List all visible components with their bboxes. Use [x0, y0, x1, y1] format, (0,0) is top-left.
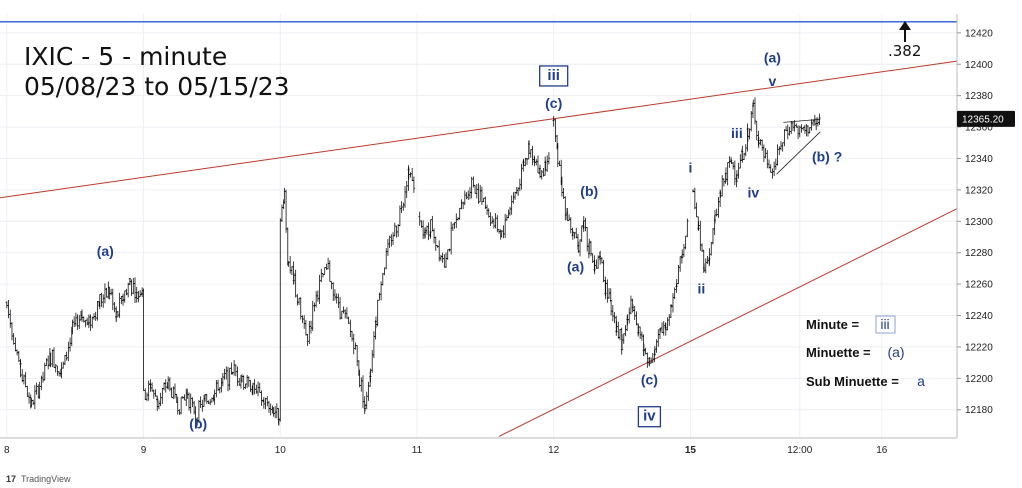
chart-title-line2: 05/08/23 to 05/15/23: [24, 72, 290, 101]
wave-label: (c): [545, 95, 562, 111]
x-tick-label: 8: [4, 445, 10, 456]
x-tick-label: 12:00: [787, 445, 812, 456]
wave-label: (c): [641, 372, 658, 388]
wave-label: (a): [97, 243, 114, 259]
fib-arrow-icon: [899, 21, 911, 42]
last-price-badge: 12365.20: [957, 110, 1015, 127]
trendlines: [0, 21, 958, 437]
wave-label: (a): [567, 259, 584, 275]
price-candles: [5, 97, 821, 426]
wave-label-box: [539, 65, 569, 87]
chart-title-line1: IXIC - 5 - minute: [24, 42, 227, 71]
x-tick-label: 12: [548, 445, 560, 456]
y-tick-label: 12400: [965, 60, 993, 71]
y-tick-label: 12180: [965, 405, 993, 416]
wave-degree-legend: Minute = iii Minuette = (a) Sub Minuette = a: [806, 315, 925, 389]
wave-label: v: [769, 73, 777, 89]
y-tick-label: 12260: [965, 280, 993, 291]
wave-label: iii: [731, 125, 743, 141]
x-tick-label: 9: [141, 445, 147, 456]
legend-label: Sub Minuette =: [806, 374, 899, 389]
y-tick-label: 12420: [965, 28, 993, 39]
wave-label: (b): [189, 416, 207, 432]
x-tick-label: 16: [876, 445, 888, 456]
x-tick-label: 11: [412, 445, 423, 456]
wave-label: iv: [643, 408, 656, 425]
fib-label: .382: [888, 42, 921, 60]
tradingview-logo: 17 TradingView: [6, 474, 71, 484]
x-tick-label: 15: [685, 445, 697, 456]
y-tick-label: 12380: [965, 91, 993, 102]
wave-label: i: [688, 160, 692, 176]
upper-trendline: [0, 60, 958, 199]
y-tick-label: 12300: [965, 217, 993, 228]
wave-label: (b) ?: [812, 149, 842, 165]
wave-label: iv: [747, 185, 759, 201]
y-tick-label: 12200: [965, 374, 993, 385]
y-tick-label: 12240: [965, 311, 993, 322]
y-tick-label: 12360: [965, 123, 993, 134]
y-axis: 12180 12200 12220 12240 12260 12280 12300 12320…: [957, 28, 993, 416]
wave-label: ii: [697, 281, 705, 297]
tradingview-brand-text: TradingView: [21, 474, 71, 484]
legend-label: Minuette =: [806, 345, 871, 360]
legend-symbol: a: [917, 373, 925, 389]
legend-label: Minute =: [806, 317, 859, 332]
wave-label: (a): [764, 50, 781, 66]
lower-trendline: [498, 208, 958, 437]
legend-symbol-box: [875, 315, 896, 334]
triangle-lower-line: [776, 131, 821, 175]
x-axis: 8 9 10 11 12 15 12:00 16: [4, 445, 888, 456]
wave-label: (b): [580, 183, 598, 199]
x-tick-label: 10: [275, 445, 287, 456]
y-tick-label: 12320: [965, 185, 993, 196]
wave-label-box: [637, 406, 662, 428]
svg-text:17: 17: [6, 474, 16, 484]
triangle-upper-line: [783, 118, 821, 123]
y-tick-label: 12220: [965, 342, 993, 353]
last-price-text: 12365.20: [962, 114, 1004, 125]
legend-symbol: iii: [880, 316, 889, 332]
y-tick-label: 12340: [965, 154, 993, 165]
legend-symbol: (a): [887, 344, 904, 360]
y-tick-label: 12280: [965, 248, 993, 259]
wave-label: iii: [547, 67, 560, 84]
